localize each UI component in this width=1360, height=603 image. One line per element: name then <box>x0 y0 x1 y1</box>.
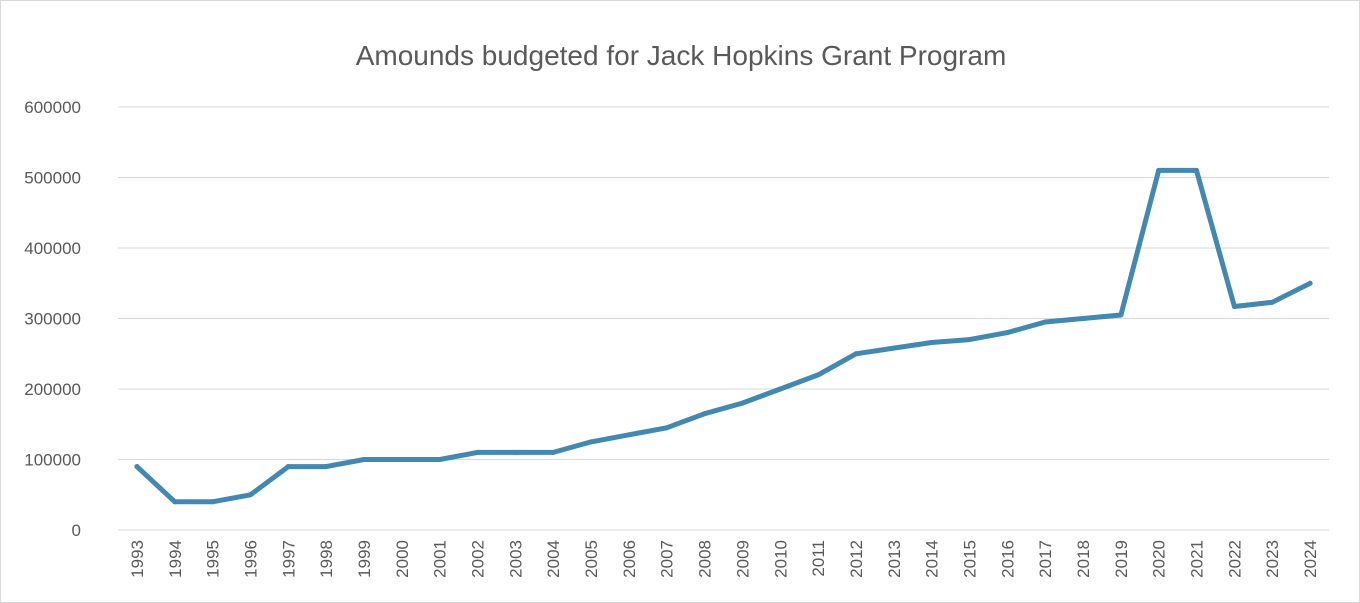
x-tick-label: 2010 <box>771 540 790 578</box>
x-tick-label: 2019 <box>1112 540 1131 578</box>
x-tick-label: 2001 <box>431 540 450 578</box>
data-point <box>815 372 821 378</box>
series-layer <box>134 167 1313 505</box>
x-tick-label: 2007 <box>658 540 677 578</box>
y-tick-label: 500000 <box>24 169 81 188</box>
data-point <box>626 432 632 438</box>
x-tick-label: 2002 <box>469 540 488 578</box>
x-tick-label: 2014 <box>923 540 942 578</box>
data-point <box>285 464 291 470</box>
y-axis-ticks: 0 100000 200000 300000 400000 500000 600000 <box>24 98 81 540</box>
chart-title: Amounds budgeted for Jack Hopkins Grant … <box>356 40 1007 71</box>
data-point <box>1231 304 1237 310</box>
x-tick-label: 2005 <box>582 540 601 578</box>
data-point <box>702 411 708 417</box>
data-point <box>323 464 329 470</box>
data-point <box>1004 330 1010 336</box>
y-tick-label: 200000 <box>24 380 81 399</box>
x-tick-label: 2016 <box>998 540 1017 578</box>
x-tick-label: 2022 <box>1225 540 1244 578</box>
y-tick-label: 400000 <box>24 239 81 258</box>
data-point <box>512 449 518 455</box>
x-tick-label: 2017 <box>1036 540 1055 578</box>
x-tick-label: 2020 <box>1150 540 1169 578</box>
x-tick-label: 2009 <box>733 540 752 578</box>
data-point <box>1194 167 1200 173</box>
data-point <box>1156 167 1162 173</box>
x-tick-label: 1998 <box>317 540 336 578</box>
data-point <box>891 345 897 351</box>
data-point <box>777 386 783 392</box>
x-axis-ticks: 1993 1994 1995 1996 1997 1998 1999 2000 2001 2002… <box>128 540 1320 578</box>
data-point <box>739 400 745 406</box>
x-tick-label: 1999 <box>355 540 374 578</box>
data-point <box>853 351 859 357</box>
data-point <box>475 449 481 455</box>
data-point <box>1118 312 1124 318</box>
data-point <box>134 464 140 470</box>
x-tick-label: 1993 <box>128 540 147 578</box>
x-tick-label: 2021 <box>1188 540 1207 578</box>
y-tick-label: 0 <box>72 521 81 540</box>
x-tick-label: 2015 <box>960 540 979 578</box>
x-tick-label: 1994 <box>166 540 185 578</box>
data-point <box>664 425 670 431</box>
y-tick-label: 300000 <box>24 310 81 329</box>
x-tick-label: 1996 <box>241 540 260 578</box>
gridlines <box>118 106 1329 531</box>
data-point <box>437 457 443 462</box>
data-point <box>172 499 178 505</box>
data-point <box>1269 299 1275 305</box>
x-tick-label: 2011 <box>809 540 828 577</box>
y-tick-label: 100000 <box>24 451 81 470</box>
series-line <box>134 167 1313 505</box>
x-tick-label: 2004 <box>544 540 563 578</box>
data-point <box>247 492 253 498</box>
x-tick-label: 1995 <box>204 540 223 578</box>
data-point <box>399 457 405 462</box>
data-point <box>1080 316 1086 321</box>
data-point <box>966 337 972 343</box>
y-tick-label: 600000 <box>24 98 81 117</box>
x-tick-label: 2018 <box>1074 540 1093 578</box>
x-tick-label: 2008 <box>696 540 715 578</box>
data-point <box>1042 319 1048 325</box>
x-tick-label: 1997 <box>279 540 298 578</box>
data-point <box>588 439 594 445</box>
x-tick-label: 2000 <box>393 540 412 578</box>
x-tick-label: 2012 <box>847 540 866 578</box>
x-tick-label: 2023 <box>1263 540 1282 578</box>
data-point <box>361 457 367 462</box>
data-point <box>929 339 935 345</box>
x-tick-label: 2006 <box>620 540 639 578</box>
x-tick-label: 2024 <box>1301 540 1320 578</box>
data-point <box>1307 280 1313 286</box>
x-tick-label: 2013 <box>885 540 904 578</box>
data-point <box>210 499 216 505</box>
x-tick-label: 2003 <box>506 540 525 578</box>
data-point <box>550 449 556 455</box>
